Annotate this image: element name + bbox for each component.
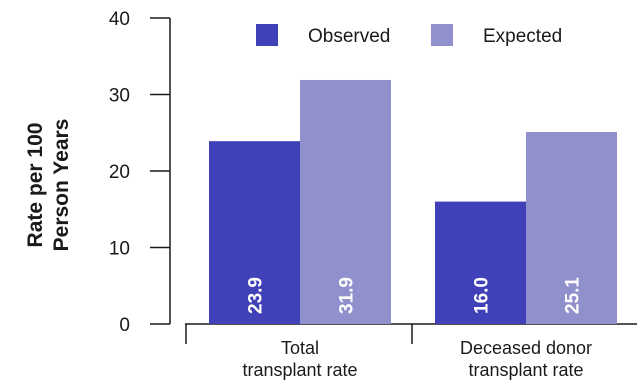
y-tick-label: 20 bbox=[109, 162, 130, 183]
bar-value-label: 23.9 bbox=[246, 277, 267, 314]
legend: Observed Expected bbox=[256, 24, 562, 47]
y-axis: 0 10 20 30 40 bbox=[109, 9, 171, 336]
bar-observed-0 bbox=[209, 141, 300, 324]
y-tick-label: 10 bbox=[109, 239, 130, 260]
y-axis-label-line: Rate per 100 bbox=[24, 123, 47, 248]
bar-value-label: 25.1 bbox=[563, 277, 584, 314]
legend-swatch-expected bbox=[431, 24, 453, 46]
x-axis: Total transplant rate Deceased donor transp… bbox=[185, 323, 637, 380]
bar-group: 23.9 31.9 16.0 25.1 bbox=[209, 79, 617, 324]
bar-value-label: 31.9 bbox=[337, 277, 358, 314]
bar-observed-1 bbox=[435, 201, 526, 324]
y-tick-label: 30 bbox=[109, 86, 130, 107]
legend-label-observed: Observed bbox=[308, 26, 390, 47]
y-axis-label-line: Person Years bbox=[50, 119, 73, 252]
legend-swatch-observed bbox=[256, 24, 278, 46]
y-tick-label: 40 bbox=[109, 9, 130, 30]
bar-expected-0 bbox=[300, 79, 391, 324]
x-category-label: Deceased donor transplant rate bbox=[460, 338, 592, 380]
y-tick-label: 0 bbox=[119, 315, 130, 336]
y-axis-title: Rate per 100 Person Years bbox=[24, 119, 73, 252]
legend-label-expected: Expected bbox=[483, 26, 562, 47]
bar-expected-1 bbox=[526, 131, 617, 324]
bar-value-label: 16.0 bbox=[472, 277, 493, 314]
x-category-label: Total transplant rate bbox=[242, 338, 357, 380]
